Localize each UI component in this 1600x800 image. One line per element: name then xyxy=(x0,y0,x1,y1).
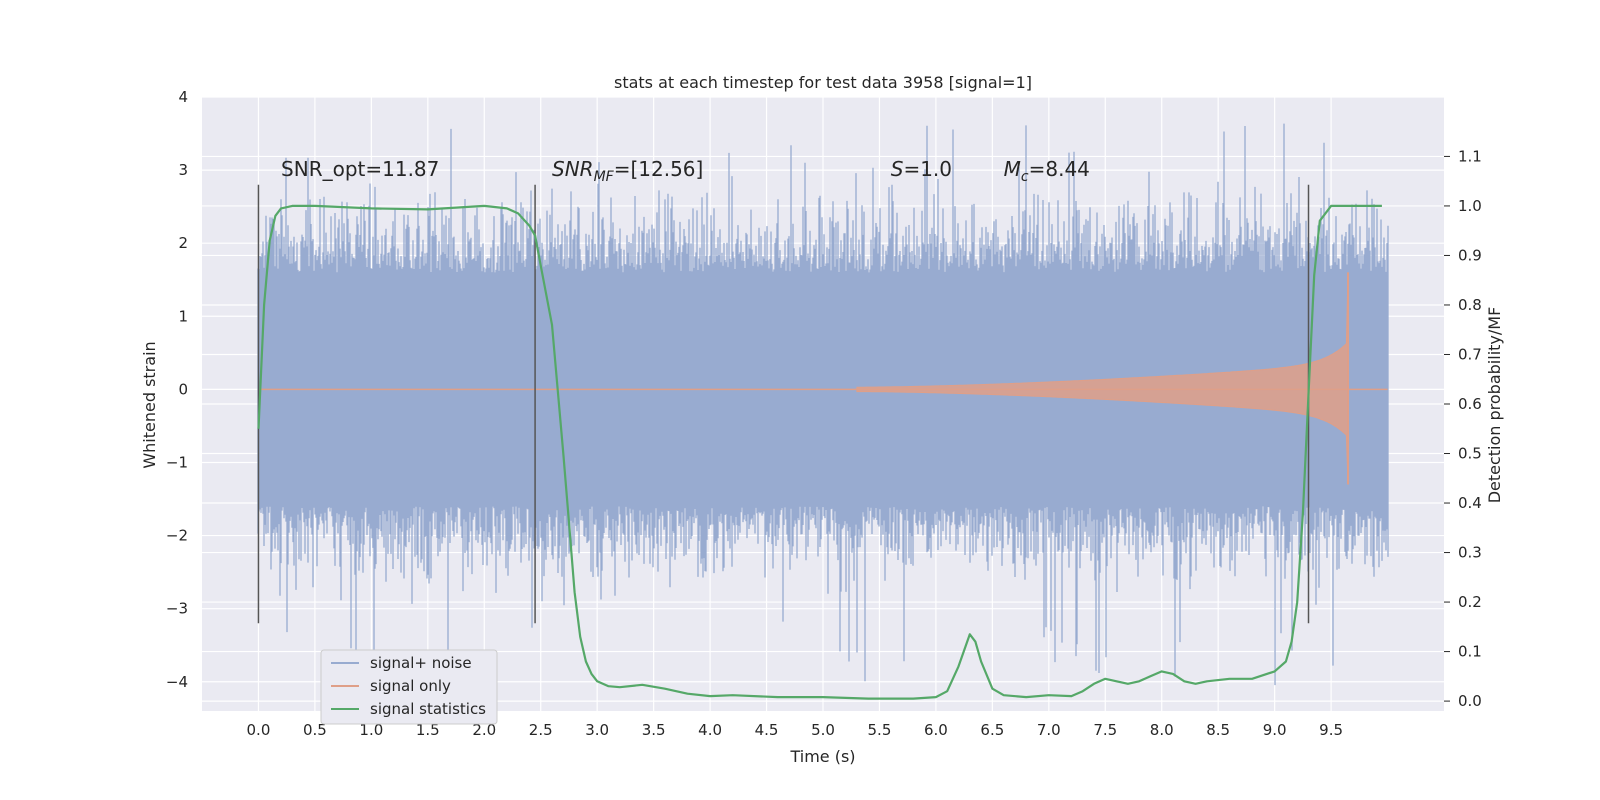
x-tick-label: 8.0 xyxy=(1150,721,1174,739)
right-y-tick-label: 0.1 xyxy=(1458,643,1482,661)
y-tick-label: −4 xyxy=(166,673,188,691)
right-y-axis-title: Detection probability/MF xyxy=(1485,307,1504,504)
right-y-tick-labels: 1.1 1.0 0.9 0.8 0.7 0.6 0.5 0.4 0.3 0.2 0.1 0.0 xyxy=(1444,147,1482,710)
stats-line xyxy=(257,204,1382,700)
x-tick-label: 5.0 xyxy=(811,721,835,739)
y-tick-label: 1 xyxy=(178,307,188,325)
annotations: SNR_opt=11.87 SNRMF=[12.56] S=1.0 Mc=8.44 xyxy=(281,157,1090,185)
chart-title: stats at each timestep for test data 395… xyxy=(614,73,1032,92)
y-tick-labels: 4 3 2 1 0 −1 −2 −3 −4 xyxy=(166,88,188,691)
right-y-tick-label: 1.1 xyxy=(1458,147,1482,165)
legend-label-signal: signal only xyxy=(370,677,451,695)
x-tick-label: 0.5 xyxy=(303,721,327,739)
x-tick-label: 7.0 xyxy=(1037,721,1061,739)
x-tick-label: 7.5 xyxy=(1093,721,1117,739)
x-tick-label: 3.5 xyxy=(642,721,666,739)
y-tick-label: 4 xyxy=(178,88,188,106)
y-tick-label: −3 xyxy=(166,600,188,618)
right-y-tick-label: 0.9 xyxy=(1458,246,1482,264)
right-y-tick-label: 0.5 xyxy=(1458,445,1482,463)
x-tick-label: 3.0 xyxy=(585,721,609,739)
x-tick-label: 8.5 xyxy=(1206,721,1230,739)
x-tick-label: 9.0 xyxy=(1263,721,1287,739)
x-tick-label: 9.5 xyxy=(1319,721,1343,739)
x-tick-label: 1.5 xyxy=(416,721,440,739)
x-tick-label: 0.0 xyxy=(247,721,271,739)
x-tick-label: 6.5 xyxy=(980,721,1004,739)
annotation-s-value: S=1.0 xyxy=(891,157,952,181)
right-y-tick-label: 0.8 xyxy=(1458,296,1482,314)
legend-label-stats: signal statistics xyxy=(370,700,486,718)
right-y-tick-label: 0.0 xyxy=(1458,692,1482,710)
right-y-tick-label: 0.4 xyxy=(1458,494,1482,512)
x-tick-label: 2.5 xyxy=(529,721,553,739)
y-tick-label: −1 xyxy=(166,453,188,471)
right-y-tick-label: 0.2 xyxy=(1458,593,1482,611)
x-tick-label: 4.5 xyxy=(755,721,779,739)
x-tick-label: 6.0 xyxy=(924,721,948,739)
x-axis-title: Time (s) xyxy=(789,747,855,766)
y-tick-label: −2 xyxy=(166,527,188,545)
y-tick-label: 3 xyxy=(178,161,188,179)
x-tick-label: 5.5 xyxy=(868,721,892,739)
y-tick-label: 2 xyxy=(178,234,188,252)
x-tick-labels: 0.0 0.5 1.0 1.5 2.0 2.5 3.0 3.5 4.0 4.5 5.0 5.5 6.0 6… xyxy=(247,721,1343,739)
annotation-snr-mf: SNRMF=[12.56] xyxy=(552,157,703,185)
legend-label-noise: signal+ noise xyxy=(370,654,472,672)
right-y-tick-label: 0.3 xyxy=(1458,544,1482,562)
legend-box xyxy=(320,649,498,725)
x-tick-label: 2.0 xyxy=(472,721,496,739)
right-y-tick-label: 0.7 xyxy=(1458,345,1482,363)
right-y-tick-label: 1.0 xyxy=(1458,197,1482,215)
right-y-tick-label: 0.6 xyxy=(1458,395,1482,413)
x-tick-label: 4.0 xyxy=(698,721,722,739)
signal-statistics-series xyxy=(257,204,1382,700)
y-axis-title: Whitened strain xyxy=(140,341,159,468)
x-tick-label: 1.0 xyxy=(359,721,383,739)
signal-only-series xyxy=(258,272,1388,485)
annotation-snr-opt: SNR_opt=11.87 xyxy=(281,157,439,181)
annotation-mc-value: Mc=8.44 xyxy=(1004,157,1090,185)
y-tick-label: 0 xyxy=(178,380,188,398)
legend: signal+ noise signal only signal statist… xyxy=(320,649,498,725)
